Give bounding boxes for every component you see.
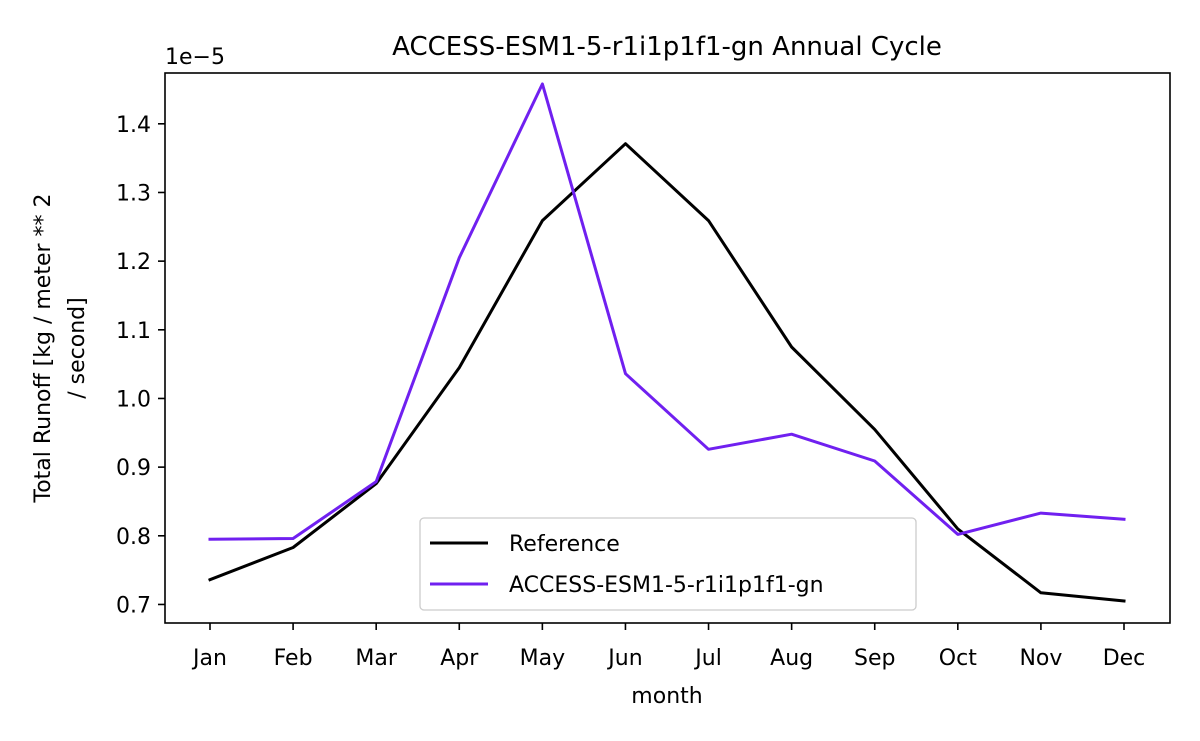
y-tick-label-4: 1.1 [116, 319, 151, 344]
x-tick-label-jan: Jan [191, 646, 227, 671]
series-line-0 [208, 142, 1126, 603]
x-tick-label-oct: Oct [939, 646, 977, 671]
y-tick-label-3: 1.0 [116, 387, 151, 412]
x-tick-label-mar: Mar [355, 646, 397, 671]
legend-label-reference: Reference [509, 532, 620, 557]
plot-frame [164, 72, 1171, 624]
x-tick-label-sep: Sep [854, 646, 895, 671]
y-axis: 0.7 0.8 0.9 1.0 1.1 1.2 1.3 1.4 [116, 113, 165, 618]
y-tick-label-2: 0.9 [116, 456, 151, 481]
series-line-1 [208, 82, 1126, 541]
x-tick-label-may: May [520, 646, 565, 671]
x-tick-label-apr: Apr [440, 646, 479, 671]
x-tick-label-aug: Aug [770, 646, 813, 671]
x-tick-label-jul: Jul [693, 646, 722, 671]
x-tick-label-jun: Jun [606, 646, 642, 671]
y-axis-label-line-1: Total Runoff [kg / meter ** 2 [31, 193, 56, 503]
legend-label-model: ACCESS-ESM1-5-r1i1p1f1-gn [509, 573, 824, 598]
x-tick-label-feb: Feb [274, 646, 313, 671]
legend-box [419, 517, 917, 611]
y-tick-label-1: 0.8 [116, 525, 151, 550]
y-tick-label-0: 0.7 [116, 593, 151, 618]
x-tick-label-dec: Dec [1103, 646, 1146, 671]
x-axis: Jan Feb Mar Apr May Jun Jul Aug Sep Oct Nov Dec [191, 623, 1145, 671]
y-tick-label-6: 1.3 [116, 181, 151, 206]
y-offset-label: 1e−5 [165, 45, 225, 70]
x-axis-label: month [631, 684, 702, 709]
y-tick-label-5: 1.2 [116, 250, 151, 275]
legend: Reference ACCESS-ESM1-5-r1i1p1f1-gn [419, 517, 917, 611]
series-layer [208, 82, 1126, 603]
y-axis-label: Total Runoff [kg / meter ** 2 / second] [31, 193, 90, 503]
y-tick-label-7: 1.4 [116, 113, 151, 138]
x-tick-label-nov: Nov [1019, 646, 1062, 671]
chart-title: ACCESS-ESM1-5-r1i1p1f1-gn Annual Cycle [392, 32, 942, 62]
y-axis-label-line-2: / second] [65, 297, 90, 398]
